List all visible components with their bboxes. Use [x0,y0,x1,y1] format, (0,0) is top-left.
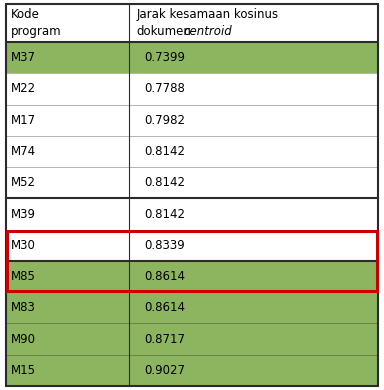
Bar [129,105,378,136]
Text: M90: M90 [11,333,36,346]
Bar [6,292,129,323]
Text: 0.8614: 0.8614 [144,301,185,314]
Bar [6,136,129,167]
Text: 0.8717: 0.8717 [144,333,185,346]
Text: dokumen-: dokumen- [137,25,196,38]
Text: 0.7788: 0.7788 [144,82,185,96]
Text: 0.8142: 0.8142 [144,145,185,158]
Bar [129,323,378,355]
Text: Jarak kesamaan kosinus: Jarak kesamaan kosinus [137,8,279,21]
Text: M15: M15 [11,364,36,377]
Bar [6,4,378,42]
Text: M83: M83 [11,301,36,314]
Bar [129,42,378,73]
Text: M85: M85 [11,270,36,283]
Bar [7,230,377,291]
Bar [6,261,129,292]
Text: M39: M39 [11,207,36,220]
Text: 0.8614: 0.8614 [144,270,185,283]
Text: M37: M37 [11,51,36,64]
Text: 0.8142: 0.8142 [144,176,185,189]
Text: M17: M17 [11,113,36,127]
Text: 0.9027: 0.9027 [144,364,185,377]
Bar [6,355,129,386]
Text: 0.8142: 0.8142 [144,207,185,220]
Text: centroid: centroid [184,25,232,38]
Text: M74: M74 [11,145,36,158]
Bar [6,42,129,73]
Bar [6,323,129,355]
Text: 0.7399: 0.7399 [144,51,185,64]
Bar [129,167,378,199]
Bar [129,199,378,230]
Bar [129,261,378,292]
Bar [129,292,378,323]
Bar [129,73,378,105]
Bar [129,230,378,261]
Bar [129,355,378,386]
Bar [6,199,129,230]
Bar [6,230,129,261]
Text: M22: M22 [11,82,36,96]
Bar [6,105,129,136]
Bar [6,73,129,105]
Text: 0.8339: 0.8339 [144,239,184,252]
Bar [129,136,378,167]
Bar [6,167,129,199]
Text: M52: M52 [11,176,36,189]
Text: Kode
program: Kode program [11,8,61,38]
Text: 0.7982: 0.7982 [144,113,185,127]
Text: M30: M30 [11,239,36,252]
